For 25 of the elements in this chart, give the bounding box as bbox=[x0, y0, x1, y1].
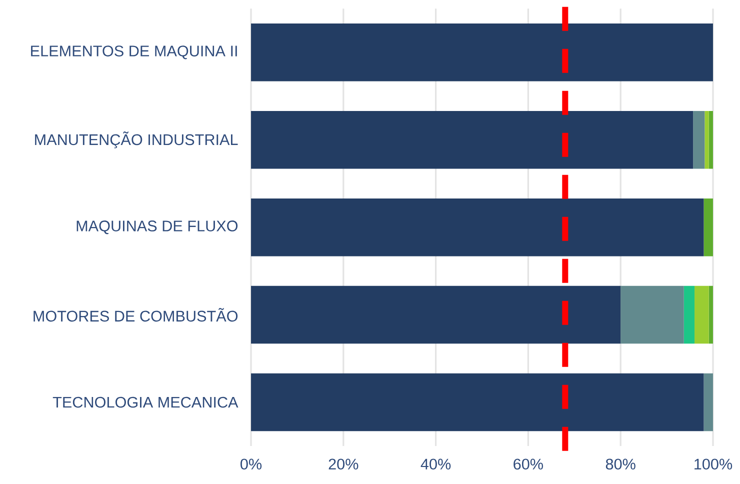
x-tick-label: 0% bbox=[240, 458, 262, 470]
bar bbox=[684, 286, 695, 344]
y-tick-label: MANUTENÇÃO INDUSTRIAL bbox=[35, 132, 238, 148]
bar bbox=[708, 286, 713, 344]
bar bbox=[704, 373, 713, 432]
x-tick-label: 40% bbox=[420, 458, 451, 470]
bar bbox=[694, 286, 709, 344]
y-tick-label: MOTORES DE COMBUSTÃO bbox=[34, 308, 238, 322]
bar bbox=[251, 198, 704, 256]
x-tick-label: 100% bbox=[694, 458, 732, 470]
bar bbox=[708, 111, 713, 169]
bar bbox=[251, 286, 621, 344]
bar bbox=[704, 111, 709, 169]
bar bbox=[251, 111, 694, 169]
x-tick-label: 20% bbox=[328, 458, 358, 470]
bar bbox=[620, 286, 684, 344]
x-tick-label: 80% bbox=[606, 458, 636, 470]
y-tick-label: ELEMENTOS DE MAQUINA II bbox=[31, 46, 237, 60]
y-tick-label: TECNOLOGIA MECANICA bbox=[52, 396, 238, 408]
bar bbox=[251, 24, 713, 82]
bar bbox=[251, 373, 704, 432]
y-tick-label: MAQUINAS DE FLUXO bbox=[76, 220, 238, 234]
x-tick-label: 60% bbox=[514, 458, 543, 470]
bar bbox=[693, 111, 705, 169]
bar bbox=[704, 198, 713, 256]
